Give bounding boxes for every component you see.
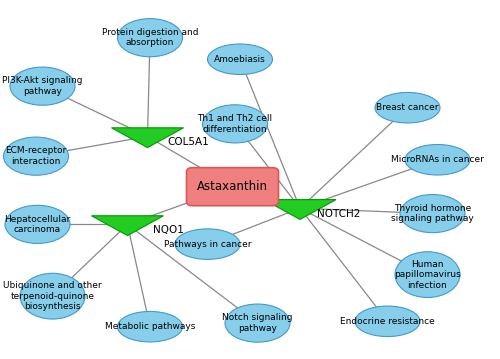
Ellipse shape [225, 304, 290, 342]
Polygon shape [92, 216, 164, 236]
Text: Pathways in cancer: Pathways in cancer [164, 239, 252, 249]
Text: Astaxanthin: Astaxanthin [197, 180, 268, 193]
Text: Endocrine resistance: Endocrine resistance [340, 317, 435, 326]
Ellipse shape [355, 306, 420, 337]
Text: Protein digestion and
absorption: Protein digestion and absorption [102, 28, 198, 47]
Text: Ubiquinone and other
terpenoid-quinone
biosynthesis: Ubiquinone and other terpenoid-quinone b… [3, 281, 102, 311]
Ellipse shape [202, 105, 268, 143]
Ellipse shape [10, 67, 75, 105]
Text: Thyroid hormone
signaling pathway: Thyroid hormone signaling pathway [391, 204, 474, 223]
Text: Notch signaling
pathway: Notch signaling pathway [222, 313, 293, 333]
Ellipse shape [5, 205, 70, 243]
Text: Human
papillomavirus
infection: Human papillomavirus infection [394, 260, 461, 290]
Ellipse shape [375, 92, 440, 123]
Text: Amoebiasis: Amoebiasis [214, 55, 266, 64]
Text: NQO1: NQO1 [152, 225, 184, 235]
Ellipse shape [175, 229, 240, 259]
Ellipse shape [4, 137, 68, 175]
Text: NOTCH2: NOTCH2 [318, 209, 361, 219]
Ellipse shape [118, 311, 182, 342]
Ellipse shape [20, 273, 85, 319]
Text: PI3K-Akt signaling
pathway: PI3K-Akt signaling pathway [2, 76, 83, 96]
Text: Th1 and Th2 cell
differentiation: Th1 and Th2 cell differentiation [198, 114, 272, 134]
Ellipse shape [395, 252, 460, 298]
Text: Hepatocellular
carcinoma: Hepatocellular carcinoma [4, 215, 70, 234]
Ellipse shape [400, 195, 465, 233]
Text: COL5A1: COL5A1 [168, 137, 209, 147]
Polygon shape [112, 128, 184, 148]
Ellipse shape [118, 19, 182, 57]
Text: MicroRNAs in cancer: MicroRNAs in cancer [391, 155, 484, 164]
Polygon shape [264, 200, 336, 219]
Text: Metabolic pathways: Metabolic pathways [105, 322, 195, 331]
FancyBboxPatch shape [186, 168, 278, 206]
Text: ECM-receptor
interaction: ECM-receptor interaction [6, 146, 66, 166]
Ellipse shape [208, 44, 272, 75]
Ellipse shape [405, 144, 470, 175]
Text: Breast cancer: Breast cancer [376, 103, 439, 112]
